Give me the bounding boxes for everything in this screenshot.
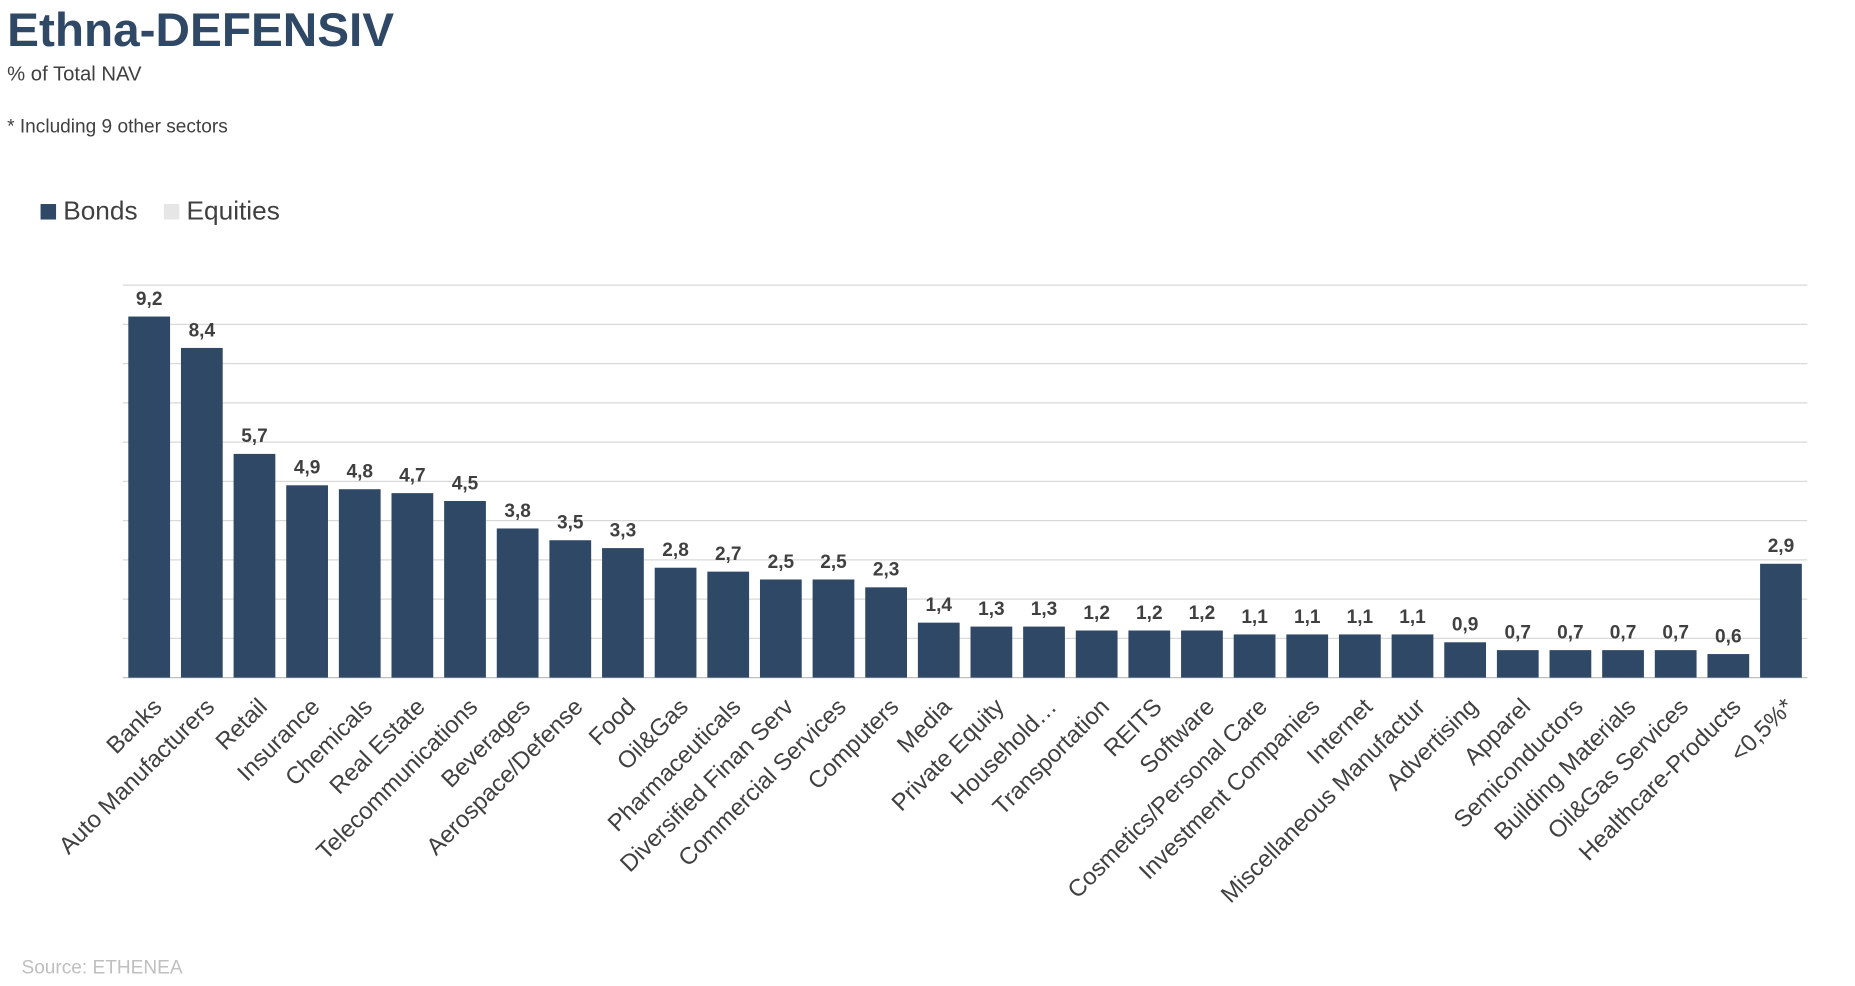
legend-swatch — [40, 204, 57, 220]
bar — [1338, 634, 1381, 678]
bar — [654, 567, 697, 678]
source: Source: ETHENEA — [21, 958, 182, 979]
value-label: 3,5 — [557, 513, 584, 534]
bar — [1181, 630, 1223, 678]
value-label: 1,1 — [1241, 607, 1268, 628]
bar — [180, 347, 223, 678]
value-label: 2,8 — [662, 540, 689, 561]
value-label: 9,2 — [136, 289, 163, 310]
value-label: 1,1 — [1347, 607, 1374, 628]
bar — [707, 571, 750, 678]
bar — [917, 622, 960, 678]
bar — [128, 316, 171, 678]
bar — [1654, 650, 1697, 678]
value-label: 0,7 — [1662, 622, 1689, 643]
bar — [391, 493, 434, 678]
bar — [865, 587, 907, 678]
value-label: 2,9 — [1768, 536, 1795, 557]
bar — [970, 626, 1013, 678]
chart-subtitle: % of Total NAV — [7, 64, 142, 86]
bar — [1023, 626, 1065, 678]
value-label: 4,5 — [452, 473, 479, 494]
value-label: 1,3 — [1031, 599, 1058, 620]
bar — [812, 579, 855, 678]
chart-title: Ethna-DEFENSIV — [7, 4, 394, 57]
legend-label: Bonds — [63, 195, 137, 225]
value-label: 0,7 — [1557, 622, 1584, 643]
value-label: 4,8 — [346, 462, 373, 483]
legend-swatch — [163, 204, 180, 220]
bar — [286, 485, 328, 678]
bar — [1075, 630, 1118, 678]
value-label: 2,3 — [873, 560, 900, 581]
value-label: 2,7 — [715, 544, 742, 565]
legend-label: Equities — [187, 195, 280, 225]
value-label: 1,2 — [1189, 603, 1216, 624]
value-label: 5,7 — [241, 426, 268, 447]
value-label: 0,9 — [1452, 615, 1479, 636]
bar — [549, 540, 592, 678]
value-label: 1,2 — [1083, 603, 1110, 624]
bar — [1128, 630, 1171, 678]
value-label: 2,5 — [820, 552, 847, 573]
bar — [1444, 642, 1487, 678]
bar — [1496, 650, 1539, 678]
bar — [233, 453, 276, 678]
value-label: 1,1 — [1294, 607, 1321, 628]
value-label: 4,7 — [399, 465, 426, 486]
bar — [1549, 650, 1592, 678]
bar — [1391, 634, 1434, 678]
value-label: 8,4 — [189, 320, 216, 341]
value-label: 2,5 — [768, 552, 795, 573]
value-label: 4,9 — [294, 458, 321, 479]
bar — [759, 579, 802, 678]
bar — [444, 500, 486, 678]
bar — [602, 548, 644, 678]
value-label: 3,8 — [504, 501, 531, 522]
bar — [1760, 563, 1802, 678]
value-label: 1,1 — [1399, 607, 1426, 628]
value-label: 1,2 — [1136, 603, 1163, 624]
value-label: 0,6 — [1715, 626, 1742, 647]
bar — [338, 489, 381, 678]
bar — [1602, 650, 1644, 678]
bar — [496, 528, 539, 678]
value-label: 3,3 — [610, 520, 637, 541]
bar — [1233, 634, 1276, 678]
bar — [1286, 634, 1329, 678]
value-label: 1,4 — [925, 595, 952, 616]
value-label: 0,7 — [1610, 622, 1637, 643]
annotation: * Including 9 other sectors — [7, 117, 228, 138]
value-label: 1,3 — [978, 599, 1005, 620]
value-label: 0,7 — [1505, 622, 1532, 643]
bar — [1707, 654, 1750, 678]
